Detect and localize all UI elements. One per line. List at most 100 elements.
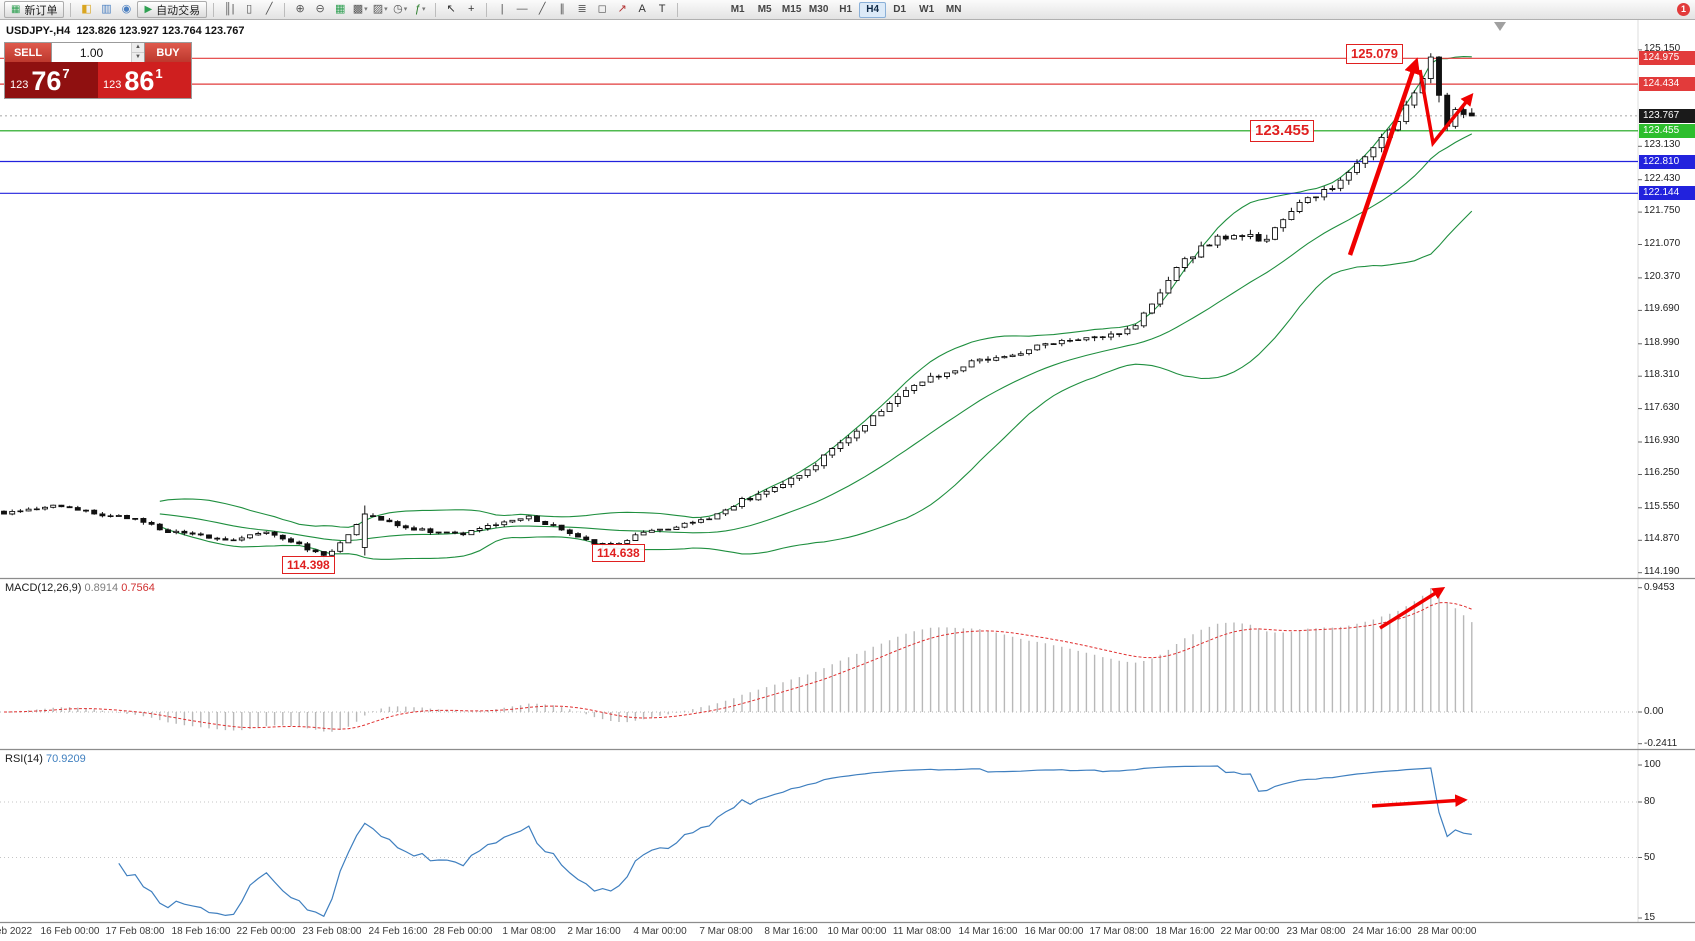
navigator-icon[interactable]: ◉ xyxy=(121,3,132,15)
macd-axis-tick: -0.2411 xyxy=(1644,738,1678,749)
arrows-tool-icon[interactable]: ↗ xyxy=(617,3,627,15)
timeframe-m1-button[interactable]: M1 xyxy=(730,4,745,15)
rsi-axis-tick: 15 xyxy=(1644,912,1656,923)
buy-button[interactable]: BUY xyxy=(145,43,191,62)
notification-badge[interactable]: 1 xyxy=(1677,3,1690,16)
text-icon[interactable]: A xyxy=(638,3,646,15)
tile-windows-icon[interactable]: ▦ xyxy=(334,3,346,15)
bear-candle-bodies xyxy=(1,56,1475,556)
timeframe-d1-button[interactable]: D1 xyxy=(893,4,907,15)
toolbar-separator xyxy=(213,2,215,17)
dropdown-caret-icon: ▾ xyxy=(384,6,388,13)
dropdown-caret-icon: ▾ xyxy=(421,6,426,13)
time-axis-label: 23 Feb 08:00 xyxy=(302,926,362,937)
horizontal-line-icon[interactable]: — xyxy=(516,3,528,15)
sell-price-display[interactable]: 123 76 7 xyxy=(5,62,98,98)
candlestick-chart-icon[interactable]: ▯ xyxy=(246,3,253,15)
price-tag-122.810: 122.810 xyxy=(1639,155,1695,169)
channel-icon[interactable]: ∥ xyxy=(559,3,565,15)
text-label-icon[interactable]: T xyxy=(658,3,666,15)
price-annotation[interactable]: 114.638 xyxy=(592,544,645,563)
timeframe-h4-button[interactable]: H4 xyxy=(859,1,887,18)
time-axis-label: 16 Feb 2022 xyxy=(0,926,33,937)
cursor-icon[interactable]: ↖ xyxy=(446,3,456,15)
symbol-period-label: USDJPY-,H4 xyxy=(6,25,71,37)
toolbar-separator xyxy=(70,2,72,17)
volume-box: ▲ ▼ xyxy=(51,43,145,62)
toolbar-separator xyxy=(284,2,286,17)
volume-input[interactable] xyxy=(52,43,131,62)
macd-signal-line xyxy=(3,602,1472,730)
zoom-out-icon[interactable]: ⊖ xyxy=(315,3,325,15)
price-axis-tick: 114.190 xyxy=(1644,566,1680,577)
price-axis-tick: 114.870 xyxy=(1644,533,1680,544)
macd-up-arrow[interactable] xyxy=(1379,586,1446,630)
one-click-trading-panel: SELL ▲ ▼ BUY 123 76 7 123 86 1 xyxy=(4,42,192,99)
bollinger-lower-band xyxy=(159,210,1473,560)
sell-button[interactable]: SELL xyxy=(5,43,51,62)
price-axis-tick: 115.550 xyxy=(1644,501,1680,512)
indicators-icon[interactable]: ƒ ▾ xyxy=(411,1,429,18)
market-watch-icon[interactable]: ◧ xyxy=(81,3,92,15)
volume-up-button[interactable]: ▲ xyxy=(132,43,144,52)
bar-chart-icon[interactable]: ║| xyxy=(223,3,235,15)
timeframe-m5-button[interactable]: M5 xyxy=(757,4,772,15)
new-order-icon: ▦ xyxy=(11,4,21,15)
autotrading-icon: ▶ xyxy=(144,4,153,15)
price-annotation[interactable]: 125.079 xyxy=(1346,44,1403,64)
period-clock-icon[interactable]: ◷ ▾ xyxy=(391,1,409,18)
timeframe-mn-button[interactable]: MN xyxy=(945,4,962,15)
chart-shift-marker[interactable] xyxy=(1494,22,1506,31)
main-toolbar: ▦ 新订单 ◧ ▥ ◉ ▶ 自动交易 ║| ▯ ╱ ⊕ ⊖ ▦ ▩ ▾ ▨ ▾ ◷ ▾ ƒ ▾ ↖ + | — ╱ ∥ ≣ ◻ ↗ A T M1… xyxy=(0,0,1695,20)
time-axis-label: 4 Mar 00:00 xyxy=(633,926,687,937)
data-window-icon[interactable]: ▥ xyxy=(101,3,112,15)
time-axis-label: 22 Mar 00:00 xyxy=(1220,926,1280,937)
time-axis-label: 28 Mar 00:00 xyxy=(1417,926,1477,937)
line-chart-icon[interactable]: ╱ xyxy=(265,3,273,15)
price-axis-tick: 121.070 xyxy=(1644,238,1681,249)
price-annotation[interactable]: 123.455 xyxy=(1250,120,1315,143)
autotrading-button-label: 自动交易 xyxy=(156,4,201,17)
price-axis-tick: 118.310 xyxy=(1644,369,1680,380)
time-axis-label: 17 Feb 08:00 xyxy=(105,926,165,937)
macd-axis-tick: 0.9453 xyxy=(1644,582,1675,593)
zoom-in-icon[interactable]: ⊕ xyxy=(295,3,305,15)
volume-down-button[interactable]: ▼ xyxy=(132,52,144,62)
sell-price-point: 7 xyxy=(62,66,70,81)
trend-up-arrow[interactable] xyxy=(1347,57,1420,256)
trendline-icon[interactable]: ╱ xyxy=(538,3,546,15)
macd-plot xyxy=(3,588,1473,732)
time-axis-label: 14 Mar 16:00 xyxy=(958,926,1018,937)
autotrading-button[interactable]: ▶ 自动交易 xyxy=(137,1,208,18)
rsi-axis-tick: 80 xyxy=(1644,796,1656,807)
timeframe-m30-button[interactable]: M30 xyxy=(808,4,829,15)
timeframe-m15-button[interactable]: M15 xyxy=(781,4,802,15)
macd-main-value: 0.8914 xyxy=(84,582,119,594)
new-chart-icon[interactable]: ▩ ▾ xyxy=(351,1,369,18)
fibonacci-icon[interactable]: ≣ xyxy=(577,3,587,15)
shapes-icon[interactable]: ◻ xyxy=(597,3,607,15)
crosshair-icon[interactable]: + xyxy=(467,3,475,15)
time-axis-label: 2 Mar 16:00 xyxy=(567,926,621,937)
rsi-value: 70.9209 xyxy=(45,753,86,765)
profiles-icon[interactable]: ▨ ▾ xyxy=(371,1,389,18)
price-annotation[interactable]: 114.398 xyxy=(282,556,335,575)
buy-price-display[interactable]: 123 86 1 xyxy=(98,62,191,98)
vertical-line-icon[interactable]: | xyxy=(500,3,504,15)
bollinger-upper-band xyxy=(159,56,1472,528)
rsi-axis-tick: 50 xyxy=(1644,852,1656,863)
timeframe-h1-button[interactable]: H1 xyxy=(839,4,853,15)
price-axis-tick: 125.150 xyxy=(1644,43,1681,54)
rsi-axis-tick: 100 xyxy=(1644,759,1661,770)
new-order-button[interactable]: ▦ 新订单 xyxy=(4,1,65,18)
price-tag-122.144: 122.144 xyxy=(1639,186,1695,200)
rsi-flat-arrow[interactable] xyxy=(1371,794,1468,808)
timeframe-w1-button[interactable]: W1 xyxy=(919,4,935,15)
price-axis-tick: 119.690 xyxy=(1644,303,1680,314)
pullback-bounce-arrow[interactable] xyxy=(1418,69,1474,148)
buy-price-big: 86 xyxy=(124,66,155,96)
time-axis-label: 10 Mar 00:00 xyxy=(827,926,887,937)
candles xyxy=(1,53,1475,563)
